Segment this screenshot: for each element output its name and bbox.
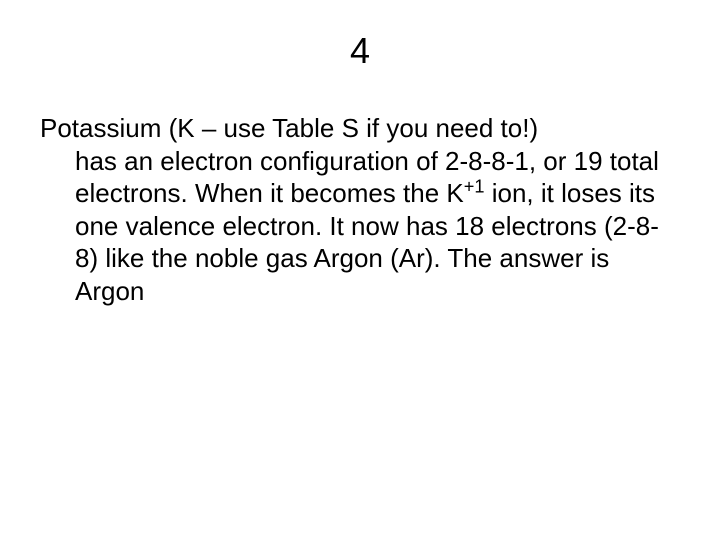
slide-body: Potassium (K – use Table S if you need t… [40,112,680,307]
body-indented: has an electron configuration of 2-8-8-1… [40,145,660,308]
body-first-line: Potassium (K – use Table S if you need t… [40,113,538,143]
ion-charge-superscript: +1 [464,176,485,196]
slide-title: 4 [40,30,680,72]
